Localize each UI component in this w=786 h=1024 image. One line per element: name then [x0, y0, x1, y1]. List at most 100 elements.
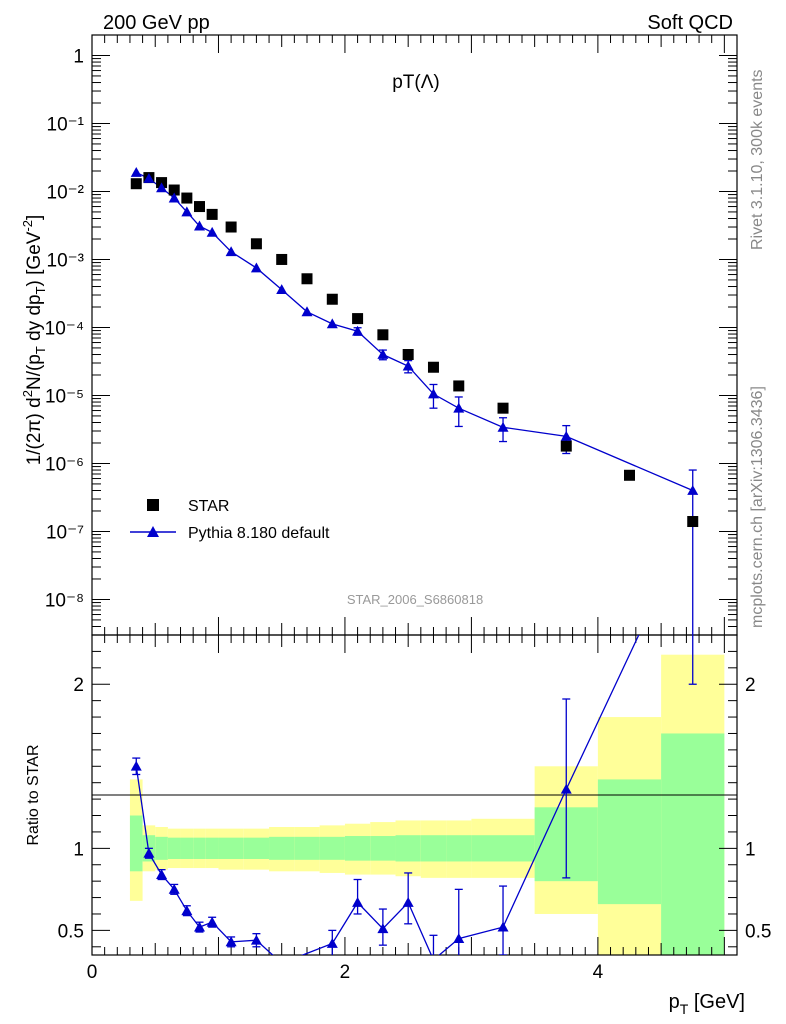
star-point — [560, 440, 572, 452]
ratio-series — [130, 635, 697, 968]
pythia-point — [301, 306, 313, 317]
ratio-point — [168, 883, 180, 894]
ratio-point — [130, 760, 142, 771]
legend-marker-pythia — [147, 526, 159, 537]
pythia-point — [276, 284, 288, 295]
y-tick-label-top: 10⁻² — [47, 182, 85, 203]
y-tick-label-top: 10⁻⁵ — [45, 386, 84, 407]
rivet-version-label: Rivet 3.1.10, 300k events — [749, 69, 766, 250]
star-point — [402, 349, 414, 361]
pythia-point — [206, 226, 218, 237]
band-stat — [218, 837, 244, 859]
ratio-point — [181, 905, 193, 916]
star-point — [624, 469, 635, 481]
legend-label-star: STAR — [188, 498, 229, 515]
pythia-point — [687, 485, 699, 495]
analysis-label: STAR_2006_S6860818 — [347, 592, 483, 607]
axis-ticks: 10⁻⁸ 10⁻⁷ 10⁻⁶ 10⁻⁵ 10⁻⁴ 10⁻³ 10⁻² 10⁻¹ 1 0 2 4 0.5 0… — [45, 34, 771, 983]
legend-marker-star — [147, 499, 159, 511]
ratio-point — [326, 938, 338, 948]
top-frame — [91, 34, 738, 636]
x-axis-title: pT [GeV] — [669, 991, 745, 1017]
ratio-point — [560, 783, 572, 794]
y-tick-label-bottom-right: 1 — [745, 839, 756, 860]
y-tick-label-bottom-left: 2 — [73, 675, 84, 696]
band-stat — [167, 837, 181, 859]
pythia-point — [427, 388, 439, 399]
ratio-point — [276, 958, 287, 968]
y-tick-label-top: 10⁻¹ — [47, 114, 85, 135]
ratio-point — [225, 936, 237, 947]
ratio-point — [453, 933, 465, 943]
ratio-point — [156, 869, 168, 879]
star-point — [326, 293, 338, 305]
header-right: Soft QCD — [647, 12, 733, 34]
x-tick-label: 4 — [593, 962, 604, 983]
band-stat — [597, 779, 662, 905]
band-stat — [370, 836, 396, 861]
pythia-point — [497, 421, 509, 432]
pythia-point — [377, 349, 389, 359]
ratio-point — [250, 934, 262, 945]
pythia-point — [156, 182, 168, 193]
y-tick-label-top: 10⁻⁸ — [45, 590, 84, 611]
ratio-point — [497, 921, 509, 932]
ratio-bands — [129, 654, 725, 955]
pythia-point — [143, 173, 155, 183]
ratio-point — [143, 847, 155, 858]
band-stat — [294, 836, 320, 860]
mcplots-label: mcplots.cern.ch [arXiv:1306.3436] — [749, 386, 766, 628]
star-point — [250, 238, 262, 250]
band-stat — [155, 836, 168, 860]
y-axis-title-bottom: Ratio to STAR — [25, 744, 42, 845]
star-point — [377, 329, 389, 341]
band-stat — [205, 837, 219, 859]
star-point — [181, 192, 193, 204]
pythia-point — [225, 246, 237, 257]
band-stat — [344, 836, 371, 861]
ratio-point — [194, 921, 205, 932]
band-stat — [180, 837, 194, 859]
ratio-point — [377, 923, 389, 934]
y-tick-label-top: 1 — [73, 46, 84, 67]
plot-title: pT(Λ) — [392, 72, 440, 93]
y-axis-title-top: 1/(2π) d2N/(pT dy dpT) [GeV-2] — [20, 215, 48, 466]
band-stat — [319, 836, 345, 860]
star-point — [276, 253, 288, 265]
y-tick-label-top: 10⁻³ — [47, 250, 85, 271]
y-tick-label-bottom-right: 0.5 — [745, 921, 771, 942]
star-point — [301, 273, 313, 285]
star-point — [453, 380, 465, 392]
band-stat — [193, 837, 206, 859]
star-point — [352, 313, 364, 325]
star-point — [206, 208, 218, 220]
star-point — [130, 178, 142, 190]
y-tick-label-bottom-left: 1 — [73, 839, 84, 860]
star-point — [427, 361, 439, 373]
star-point — [497, 402, 509, 414]
pythia-point — [352, 325, 364, 336]
legend-label-pythia: Pythia 8.180 default — [188, 525, 330, 542]
band-stat — [243, 837, 270, 859]
band-stat — [446, 835, 472, 862]
x-tick-label: 2 — [340, 962, 351, 983]
pythia-point — [560, 430, 572, 441]
band-stat — [269, 836, 295, 860]
band-stat — [129, 815, 143, 872]
top-series — [130, 167, 699, 635]
star-point — [194, 201, 205, 213]
pythia-point — [326, 318, 338, 329]
y-tick-label-bottom-left: 0.5 — [58, 921, 84, 942]
band-stat — [471, 835, 535, 862]
y-tick-label-top: 10⁻⁶ — [45, 454, 84, 475]
pythia-point — [168, 192, 180, 203]
legend: STAR Pythia 8.180 default — [130, 498, 330, 542]
star-point — [168, 184, 180, 196]
ratio-point — [402, 896, 414, 907]
band-stat — [420, 835, 447, 862]
ratio-point — [433, 954, 434, 955]
pythia-point — [453, 402, 465, 413]
ratio-point — [206, 916, 218, 927]
header-left: 200 GeV pp — [103, 12, 210, 34]
